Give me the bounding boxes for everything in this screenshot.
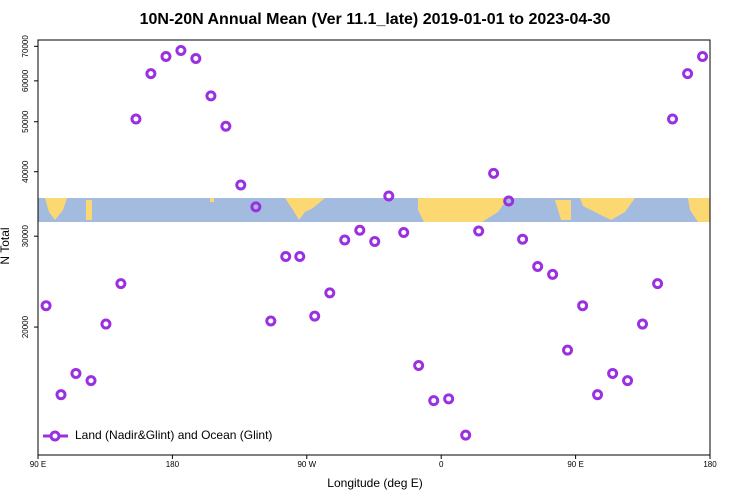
data-point xyxy=(577,300,589,312)
data-point xyxy=(607,367,619,379)
data-point xyxy=(130,113,142,125)
y-tick-label: 60000 xyxy=(21,69,30,92)
data-point xyxy=(235,179,247,191)
y-tick-label: 40000 xyxy=(21,160,30,183)
data-point xyxy=(473,225,485,237)
data-point xyxy=(682,68,694,80)
data-point xyxy=(369,235,381,247)
data-point xyxy=(190,52,202,64)
data-point xyxy=(40,300,52,312)
y-tick-label: 50000 xyxy=(21,110,30,133)
data-point xyxy=(265,315,277,327)
legend-label: Land (Nadir&Glint) and Ocean (Glint) xyxy=(75,428,272,442)
y-axis-label: N Total xyxy=(0,227,12,264)
data-point xyxy=(652,278,664,290)
data-point xyxy=(339,234,351,246)
data-point xyxy=(354,224,366,236)
x-tick-label: 180 xyxy=(166,460,180,469)
data-point xyxy=(443,393,455,405)
world-map-strip xyxy=(38,198,710,222)
plot-frame xyxy=(37,39,711,456)
data-point xyxy=(398,226,410,238)
data-point xyxy=(413,359,425,371)
data-point xyxy=(100,318,112,330)
data-point xyxy=(547,268,559,280)
x-tick-label: 0 xyxy=(439,460,444,469)
x-tick-label: 90 E xyxy=(30,460,46,469)
data-point xyxy=(175,45,187,57)
data-point xyxy=(667,113,679,125)
data-point xyxy=(85,375,97,387)
data-point xyxy=(622,375,634,387)
x-tick-label: 90 W xyxy=(297,460,316,469)
data-point xyxy=(160,50,172,62)
y-tick-label: 70000 xyxy=(21,35,30,58)
data-point xyxy=(383,190,395,202)
data-point xyxy=(428,395,440,407)
data-point xyxy=(220,120,232,132)
data-point xyxy=(294,251,306,263)
data-point xyxy=(145,68,157,80)
data-point xyxy=(562,344,574,356)
legend-marker xyxy=(49,430,61,442)
data-point xyxy=(488,167,500,179)
data-point xyxy=(280,251,292,263)
data-point xyxy=(205,90,217,102)
data-point xyxy=(532,261,544,273)
x-tick-label: 180 xyxy=(703,460,717,469)
data-point xyxy=(592,389,604,401)
data-point xyxy=(503,195,515,207)
data-point xyxy=(460,429,472,441)
data-point xyxy=(250,201,262,213)
y-tick-label: 20000 xyxy=(21,315,30,338)
x-axis-label: Longitude (deg E) xyxy=(327,476,422,490)
data-point xyxy=(309,310,321,322)
data-point xyxy=(697,50,709,62)
chart-title: 10N-20N Annual Mean (Ver 11.1_late) 2019… xyxy=(140,11,611,28)
data-point xyxy=(115,278,127,290)
data-point xyxy=(70,367,82,379)
x-tick-label: 90 E xyxy=(567,460,583,469)
data-point xyxy=(517,233,529,245)
y-tick-label: 30000 xyxy=(21,225,30,248)
data-point xyxy=(324,287,336,299)
data-point xyxy=(637,318,649,330)
data-point xyxy=(55,389,67,401)
